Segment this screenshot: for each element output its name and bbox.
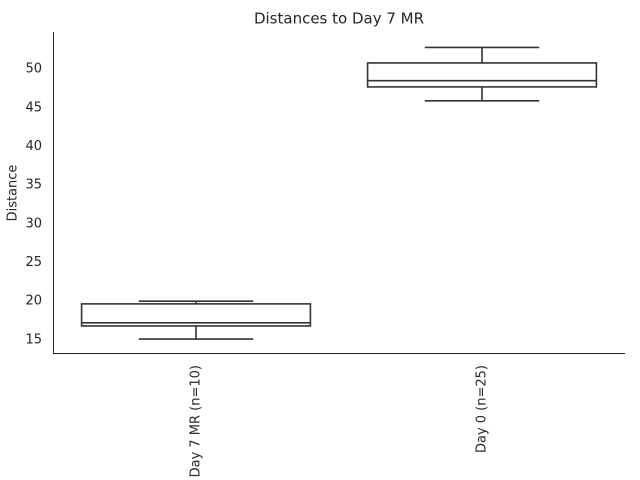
y-tick-label: 30 [25, 216, 42, 231]
y-tick-label: 35 [25, 178, 42, 193]
y-tick-label: 15 [25, 332, 42, 347]
chart-title: Distances to Day 7 MR [254, 10, 424, 28]
y-tick-label: 25 [25, 255, 42, 270]
x-tick-label: Day 7 MR (n=10) [189, 365, 204, 477]
x-tick-label: Day 0 (n=25) [475, 365, 490, 453]
box [80, 303, 312, 327]
y-axis-label: Distance [6, 165, 21, 222]
y-tick-label: 20 [25, 294, 42, 309]
y-tick-label: 50 [25, 62, 42, 77]
box [366, 62, 598, 88]
y-tick-label: 40 [25, 139, 42, 154]
y-tick-label: 45 [25, 100, 42, 115]
